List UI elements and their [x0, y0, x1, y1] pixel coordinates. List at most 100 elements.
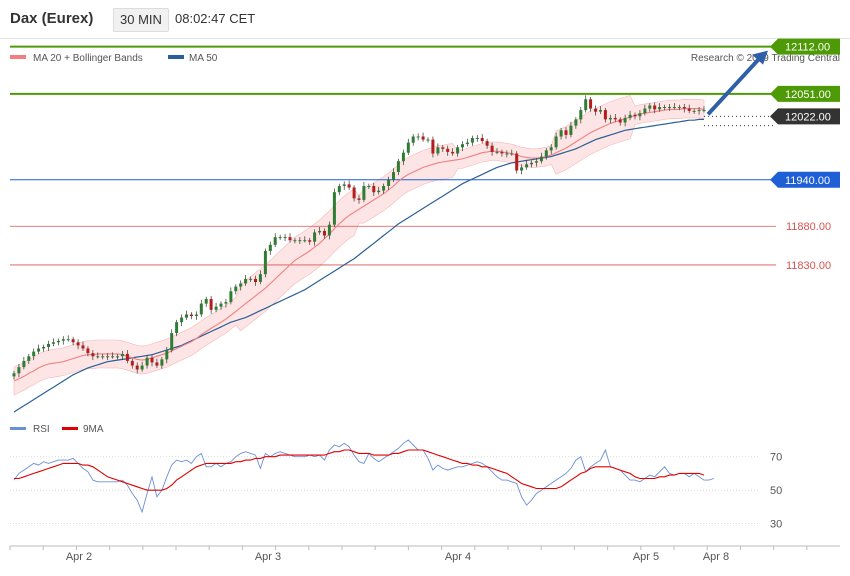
candle-body	[618, 119, 622, 123]
candle-body	[490, 145, 494, 152]
candle-body	[530, 162, 533, 165]
candle-body	[258, 274, 262, 282]
candle-body	[643, 108, 647, 114]
candle-body	[293, 240, 297, 242]
rsi-ma-legend-label: 9MA	[83, 424, 104, 435]
research-credit: Research © 2019 Trading Central	[691, 53, 840, 64]
candle-body	[239, 283, 243, 287]
candle-body	[633, 114, 637, 117]
candle-body	[426, 139, 430, 141]
candle-body	[27, 356, 31, 361]
candle-body	[357, 198, 361, 200]
candle-body	[165, 350, 169, 360]
candle-body	[263, 251, 267, 275]
candle-body	[323, 230, 326, 236]
candle-body	[367, 186, 371, 187]
candle-body	[303, 240, 307, 242]
level-label-12051.00: 12051.00	[785, 89, 831, 101]
x-tick-label: Apr 2	[66, 551, 92, 563]
bollinger-band	[13, 95, 705, 396]
candle-body	[682, 107, 686, 109]
candle-body	[42, 347, 46, 349]
level-label-12022.00: 12022.00	[785, 111, 831, 123]
rsi-tick-label: 30	[770, 519, 782, 531]
candle-body	[470, 138, 474, 143]
candle-body	[308, 240, 312, 242]
ma50-line	[13, 118, 704, 413]
candle-body	[539, 156, 543, 162]
candle-body	[185, 314, 188, 318]
candle-body	[697, 110, 701, 112]
candle-body	[554, 136, 558, 148]
candle-body	[613, 117, 617, 120]
rsi-panel: 70 50 30	[10, 439, 782, 531]
candle-body	[392, 172, 395, 180]
candle-body	[396, 161, 400, 172]
candle-body	[628, 114, 632, 118]
price-labels: 12112.00 12051.00 12022.00 11940.00 11880.00…	[770, 38, 840, 272]
candle-body	[254, 278, 257, 282]
candle-body	[431, 139, 435, 154]
candle-body	[456, 147, 460, 154]
candle-body	[12, 373, 16, 377]
candle-body	[175, 322, 179, 333]
candle-body	[495, 151, 499, 153]
candle-body	[599, 110, 602, 112]
chart-legend: MA 20 + Bollinger Bands MA 50 Research ©…	[10, 53, 840, 64]
candle-body	[525, 164, 529, 168]
candle-body	[170, 333, 174, 351]
x-tick-label: Apr 4	[445, 551, 471, 563]
rsi-tick-label: 50	[770, 485, 782, 497]
candle-body	[209, 299, 213, 310]
candle-body	[510, 153, 514, 155]
x-tick-label: Apr 3	[255, 551, 281, 563]
candle-body	[648, 105, 652, 109]
candle-body	[214, 306, 218, 310]
rsi-legend-label: RSI	[33, 424, 50, 435]
timeframe-button[interactable]: 30 MIN	[113, 8, 169, 32]
candle-body	[150, 357, 154, 363]
candle-body	[125, 353, 129, 361]
rsi-ma-line	[14, 449, 705, 491]
candle-body	[677, 107, 681, 108]
candle-body	[204, 299, 208, 304]
ma50-legend-label: MA 50	[189, 53, 218, 64]
candle-body	[96, 356, 100, 358]
candle-body	[234, 286, 238, 292]
candle-body	[347, 184, 351, 188]
candle-body	[120, 353, 124, 357]
level-tag-12112.00	[770, 38, 840, 55]
candle-body	[332, 192, 336, 225]
candle-body	[608, 117, 612, 120]
candle-body	[584, 99, 588, 111]
candle-body	[465, 142, 469, 145]
candle-body	[702, 110, 706, 112]
candle-body	[480, 138, 484, 142]
candle-body	[559, 130, 563, 137]
candle-body	[579, 110, 583, 120]
candle-body	[520, 167, 524, 171]
ma20-legend-label: MA 20 + Bollinger Bands	[33, 53, 143, 64]
candle-body	[111, 356, 115, 358]
candle-body	[140, 365, 144, 370]
candle-body	[17, 367, 21, 374]
candle-body	[327, 224, 331, 236]
candle-body	[313, 232, 317, 242]
level-label-11830.00: 11830.00	[786, 260, 831, 272]
candle-body	[160, 359, 164, 366]
candle-body	[352, 187, 356, 199]
chart-header: Dax (Eurex) 30 MIN 08:02:47 CET	[0, 0, 850, 39]
candle-body	[219, 303, 223, 307]
level-tag-11940.00	[770, 171, 840, 188]
moving-averages	[13, 108, 705, 413]
candle-body	[387, 179, 391, 186]
candle-body	[244, 278, 248, 284]
candle-body	[485, 141, 489, 146]
candle-body	[249, 278, 253, 280]
candle-body	[32, 351, 36, 357]
ma20-legend-swatch	[10, 55, 26, 59]
projection-arrow	[706, 50, 768, 116]
candle-body	[337, 186, 341, 193]
candle-body	[56, 340, 60, 343]
candle-body	[372, 186, 376, 193]
